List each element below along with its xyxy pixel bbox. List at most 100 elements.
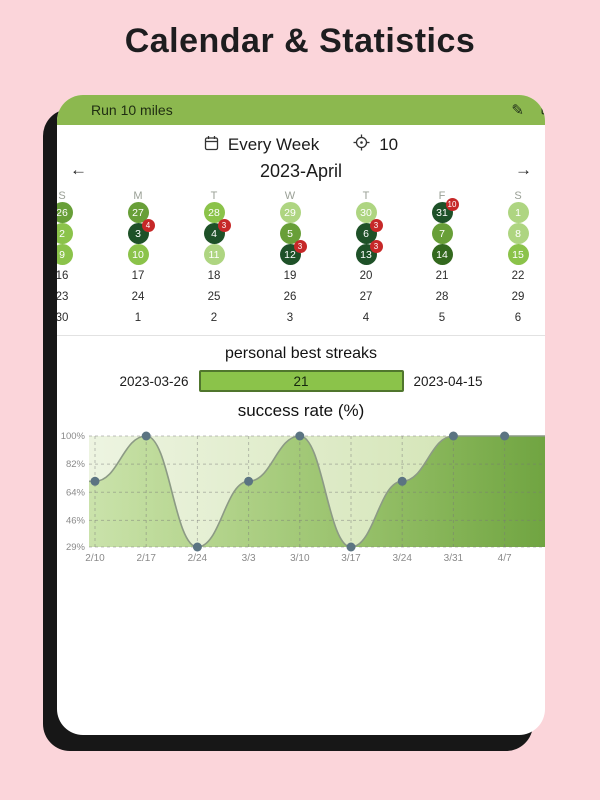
month-nav: ← 2023-April → <box>57 160 545 183</box>
x-axis-label: 2/24 <box>188 553 208 564</box>
day-number: 26 <box>283 290 297 303</box>
y-axis-label: 29% <box>66 542 86 553</box>
calendar-day[interactable]: 13 3 <box>328 240 404 265</box>
day-badge: 3 <box>369 219 383 232</box>
day-circle: 8 <box>507 223 529 244</box>
day-header: T <box>210 190 218 202</box>
calendar-day[interactable]: 29 <box>480 286 545 307</box>
calendar-day[interactable]: 18 <box>176 265 252 286</box>
calendar-day[interactable]: 3 <box>252 307 328 328</box>
day-header: W <box>284 190 296 202</box>
calendar-day[interactable]: 1 <box>480 202 545 223</box>
target-icon <box>353 134 370 156</box>
day-header: S <box>58 190 66 202</box>
day-header: S <box>514 190 522 202</box>
day-number: 21 <box>435 269 449 282</box>
calendar-day[interactable]: 7 <box>404 223 480 244</box>
y-axis-label: 46% <box>66 515 86 526</box>
chart-point <box>141 431 151 441</box>
calendar-day[interactable]: 15 <box>480 244 545 265</box>
calendar-day[interactable]: 2 <box>57 223 100 244</box>
day-number: 2 <box>210 311 218 324</box>
page-title: Calendar & Statistics <box>124 22 476 60</box>
calendar-day[interactable]: 16 <box>57 265 100 286</box>
day-circle: 5 <box>279 223 301 244</box>
y-axis-label: 64% <box>66 487 86 498</box>
month-label: 2023-April <box>259 161 343 181</box>
calendar-icon <box>204 135 219 156</box>
y-axis-label: 82% <box>66 459 86 470</box>
x-axis-label: 2/17 <box>136 553 156 564</box>
day-circle: 30 <box>355 202 377 223</box>
day-circle: 7 <box>431 223 453 244</box>
calendar-week-row: 9 10 11 12 3 13 3 14 15 <box>57 240 545 265</box>
calendar-day[interactable]: 22 <box>480 265 545 286</box>
day-circle: 26 <box>57 202 73 223</box>
calendar-day[interactable]: 10 <box>100 244 176 265</box>
calendar-day[interactable]: 27 <box>328 286 404 307</box>
calendar-day[interactable]: 30 <box>328 202 404 223</box>
calendar-week-row: 16 17 18 19 20 21 22 <box>57 265 545 286</box>
day-badge: 3 <box>369 240 383 253</box>
x-axis-label: 3/24 <box>392 553 412 564</box>
streak-row: 2023-03-26 21 2023-04-15 <box>57 370 545 392</box>
calendar-day[interactable]: 21 <box>404 265 480 286</box>
calendar-day[interactable]: 4 <box>328 307 404 328</box>
habit-title: Run 10 miles <box>91 102 173 118</box>
edit-icon[interactable]: ✎ <box>511 102 524 119</box>
calendar-day[interactable]: 17 <box>100 265 176 286</box>
day-number: 22 <box>511 269 525 282</box>
schedule-row: Every Week 10 <box>57 134 545 156</box>
day-number: 19 <box>283 269 297 282</box>
calendar-day[interactable]: 27 <box>100 202 176 223</box>
x-axis-label: 3/3 <box>242 553 256 564</box>
calendar-day[interactable]: 25 <box>176 286 252 307</box>
calendar-day[interactable]: 23 <box>57 286 100 307</box>
day-circle: 9 <box>57 244 73 265</box>
x-axis-label: 3/17 <box>341 553 361 564</box>
calendar-day[interactable]: 31 10 <box>404 198 480 223</box>
calendar-day[interactable]: 5 <box>252 223 328 244</box>
day-number: 28 <box>435 290 449 303</box>
calendar-day[interactable]: 29 <box>252 202 328 223</box>
calendar-day[interactable]: 28 <box>176 202 252 223</box>
calendar-day[interactable]: 14 <box>404 244 480 265</box>
calendar-day[interactable]: 5 <box>404 307 480 328</box>
calendar-day[interactable]: 9 <box>57 244 100 265</box>
calendar-grid: 26 27 28 29 30 31 10 1 2 3 4 4 3 5 6 3 7 8 9 10 11 12 3 13 3 14 15… <box>57 198 545 328</box>
calendar-day[interactable]: 19 <box>252 265 328 286</box>
calendar-day[interactable]: 1 <box>100 307 176 328</box>
x-axis-label: 4/7 <box>498 553 512 564</box>
calendar-day[interactable]: 26 <box>252 286 328 307</box>
target-value: 10 <box>379 135 399 154</box>
chart-point <box>90 476 100 486</box>
day-number: 25 <box>207 290 221 303</box>
prev-month-button[interactable]: ← <box>70 160 87 179</box>
next-month-button[interactable]: → <box>515 160 532 179</box>
calendar-day[interactable]: 12 3 <box>252 240 328 265</box>
calendar-day[interactable]: 2 <box>176 307 252 328</box>
day-number: 6 <box>514 311 522 324</box>
habit-card: Run 10 miles ✎ Every Week <box>57 95 545 735</box>
day-circle: 29 <box>279 202 301 223</box>
calendar-day[interactable]: 20 <box>328 265 404 286</box>
calendar-day[interactable]: 26 <box>57 202 100 223</box>
day-number: 24 <box>131 290 145 303</box>
calendar-day[interactable]: 11 <box>176 244 252 265</box>
streak-start-date: 2023-03-26 <box>119 373 189 389</box>
chart-points <box>90 431 510 552</box>
calendar-day[interactable]: 24 <box>100 286 176 307</box>
day-circle: 12 3 <box>279 240 307 265</box>
y-axis-label: 100% <box>61 431 86 442</box>
calendar-day[interactable]: 28 <box>404 286 480 307</box>
delete-icon[interactable] <box>540 100 545 120</box>
day-number: 17 <box>131 269 145 282</box>
calendar-day[interactable]: 8 <box>480 223 545 244</box>
calendar-day[interactable]: 30 <box>57 307 100 328</box>
day-badge: 10 <box>445 198 459 211</box>
calendar-day[interactable]: 6 <box>480 307 545 328</box>
